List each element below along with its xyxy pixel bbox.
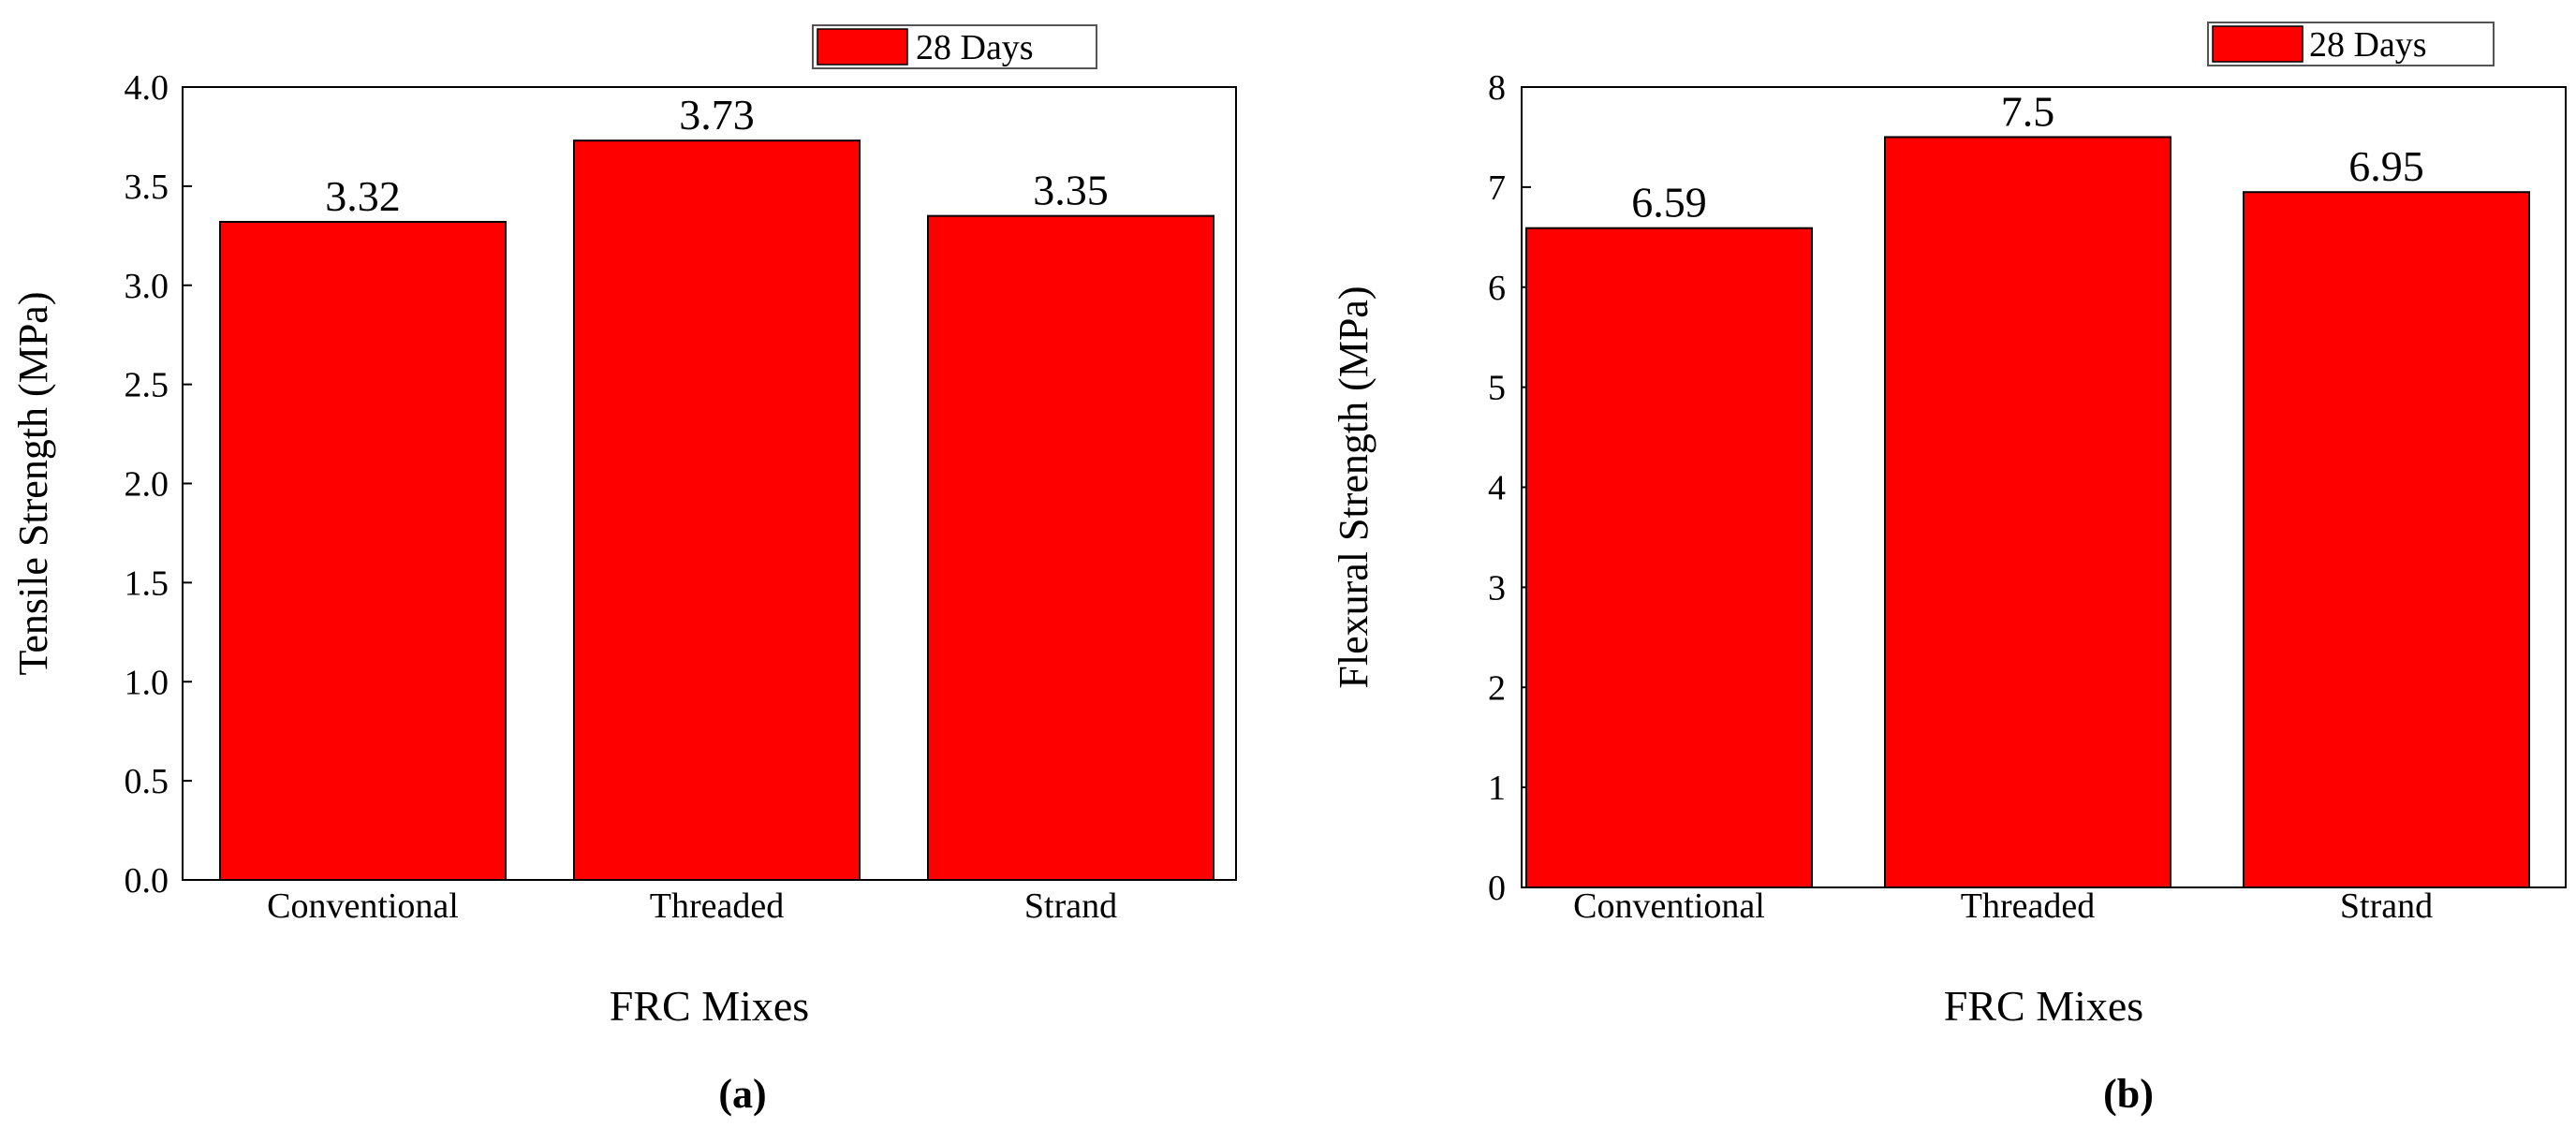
data-label: 6.59	[1631, 179, 1707, 227]
data-label: 7.5	[2001, 87, 2055, 135]
bar	[927, 214, 1214, 881]
legend-swatch	[817, 28, 908, 66]
x-tick-label: Threaded	[1961, 886, 2095, 926]
data-label: 3.73	[679, 91, 755, 139]
y-tick-label: 2.5	[125, 366, 169, 405]
y-axis-title: Tensile Strength (MPa)	[10, 292, 56, 676]
y-tick-label: 6	[1488, 269, 1506, 308]
x-axis-title: FRC Mixes	[1944, 982, 2143, 1030]
y-tick-label: 1.0	[125, 663, 169, 702]
x-tick-label: Threaded	[650, 886, 784, 926]
y-tick-label: 3	[1488, 568, 1506, 608]
y-tick-label: 1	[1488, 769, 1506, 808]
y-tick-label: 8	[1488, 68, 1506, 108]
x-tick-label: Strand	[2340, 886, 2433, 926]
y-tick-label: 5	[1488, 369, 1506, 408]
y-tick-label: 3.0	[125, 267, 169, 306]
y-tick-label: 1.5	[125, 564, 169, 603]
y-tick-label: 7	[1488, 168, 1506, 208]
bar	[2243, 191, 2530, 888]
data-label: 3.35	[1033, 167, 1109, 214]
legend-label: 28 Days	[2309, 25, 2427, 65]
x-tick-label: Conventional	[1573, 886, 1765, 926]
panel-label: (a)	[718, 1071, 766, 1117]
y-tick-label: 2	[1488, 668, 1506, 708]
y-tick-label: 4.0	[125, 68, 169, 108]
bar	[1884, 136, 2171, 888]
y-tick-label: 0	[1488, 869, 1506, 908]
data-label: 6.95	[2348, 142, 2424, 190]
bar	[1525, 227, 1813, 889]
y-tick-label: 2.0	[125, 465, 169, 505]
panel-label: (b)	[2103, 1071, 2154, 1117]
y-tick-label: 0.0	[125, 861, 169, 901]
y-tick-label: 3.5	[125, 168, 169, 207]
y-axis-title: Flexural Strength (MPa)	[1331, 286, 1376, 688]
bar	[573, 139, 861, 882]
y-tick-label: 4	[1488, 469, 1506, 508]
x-tick-label: Strand	[1024, 886, 1117, 926]
x-tick-label: Conventional	[267, 886, 459, 926]
legend-label: 28 Days	[916, 28, 1034, 67]
y-tick-label: 0.5	[125, 762, 169, 801]
bar	[219, 220, 507, 882]
data-label: 3.32	[325, 172, 401, 220]
legend-swatch	[2212, 25, 2304, 63]
x-axis-title: FRC Mixes	[610, 982, 809, 1030]
